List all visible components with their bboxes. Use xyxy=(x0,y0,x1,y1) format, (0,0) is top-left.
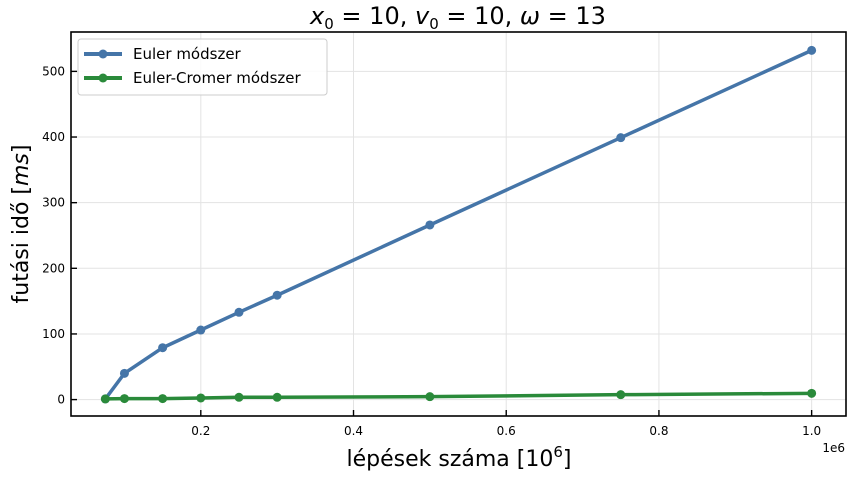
x-tick-label: 0.2 xyxy=(191,424,210,438)
y-tick-label: 400 xyxy=(42,130,65,144)
legend-label-euler: Euler módszer xyxy=(133,45,242,63)
data-point-euler-cromer xyxy=(425,392,435,402)
data-point-euler xyxy=(425,220,435,230)
data-point-euler xyxy=(234,307,244,317)
legend: Euler módszer Euler-Cromer módszer xyxy=(77,38,328,96)
legend-marker-euler xyxy=(98,49,108,59)
data-point-euler-cromer xyxy=(234,392,244,402)
legend-marker-euler-cromer xyxy=(98,73,108,83)
y-tick-label: 0 xyxy=(57,393,65,407)
chart-title: x0 = 10, v0 = 10, ω = 13 xyxy=(309,2,606,33)
plot-frame xyxy=(70,31,847,417)
data-point-euler xyxy=(807,45,817,55)
legend-label-euler-cromer: Euler-Cromer módszer xyxy=(133,69,301,87)
data-point-euler-cromer xyxy=(616,390,626,400)
axis-ticks: 0.2 0.4 0.6 0.8 1.0 0 100 200 300 400 500 xyxy=(42,64,821,438)
x-tick-label: 0.6 xyxy=(497,424,516,438)
data-point-euler-cromer xyxy=(196,393,206,403)
x-tick-label: 1.0 xyxy=(802,424,821,438)
x-axis-label: lépések száma [106] xyxy=(347,443,572,472)
y-tick-label: 300 xyxy=(42,196,65,210)
y-axis-label: futási idő [ms] xyxy=(9,145,34,304)
data-point-euler xyxy=(272,290,282,300)
data-point-euler-cromer xyxy=(272,392,282,402)
series-line-euler xyxy=(103,48,813,400)
data-point-euler-cromer xyxy=(100,394,110,404)
y-tick-label: 500 xyxy=(42,64,65,78)
data-point-euler xyxy=(616,133,626,143)
series-line-euler-cromer xyxy=(105,391,812,401)
y-tick-label: 200 xyxy=(42,261,65,275)
x-offset-label: 1e6 xyxy=(822,441,845,455)
series-layer xyxy=(100,45,817,404)
data-point-euler xyxy=(196,325,206,335)
x-tick-label: 0.8 xyxy=(649,424,668,438)
y-tick-label: 100 xyxy=(42,327,65,341)
x-tick-label: 0.4 xyxy=(344,424,363,438)
data-point-euler-cromer xyxy=(119,394,129,404)
data-point-euler-cromer xyxy=(158,394,168,404)
data-point-euler xyxy=(158,343,168,353)
data-point-euler-cromer xyxy=(807,388,817,398)
data-point-euler xyxy=(119,368,129,378)
legend-box xyxy=(77,38,328,96)
